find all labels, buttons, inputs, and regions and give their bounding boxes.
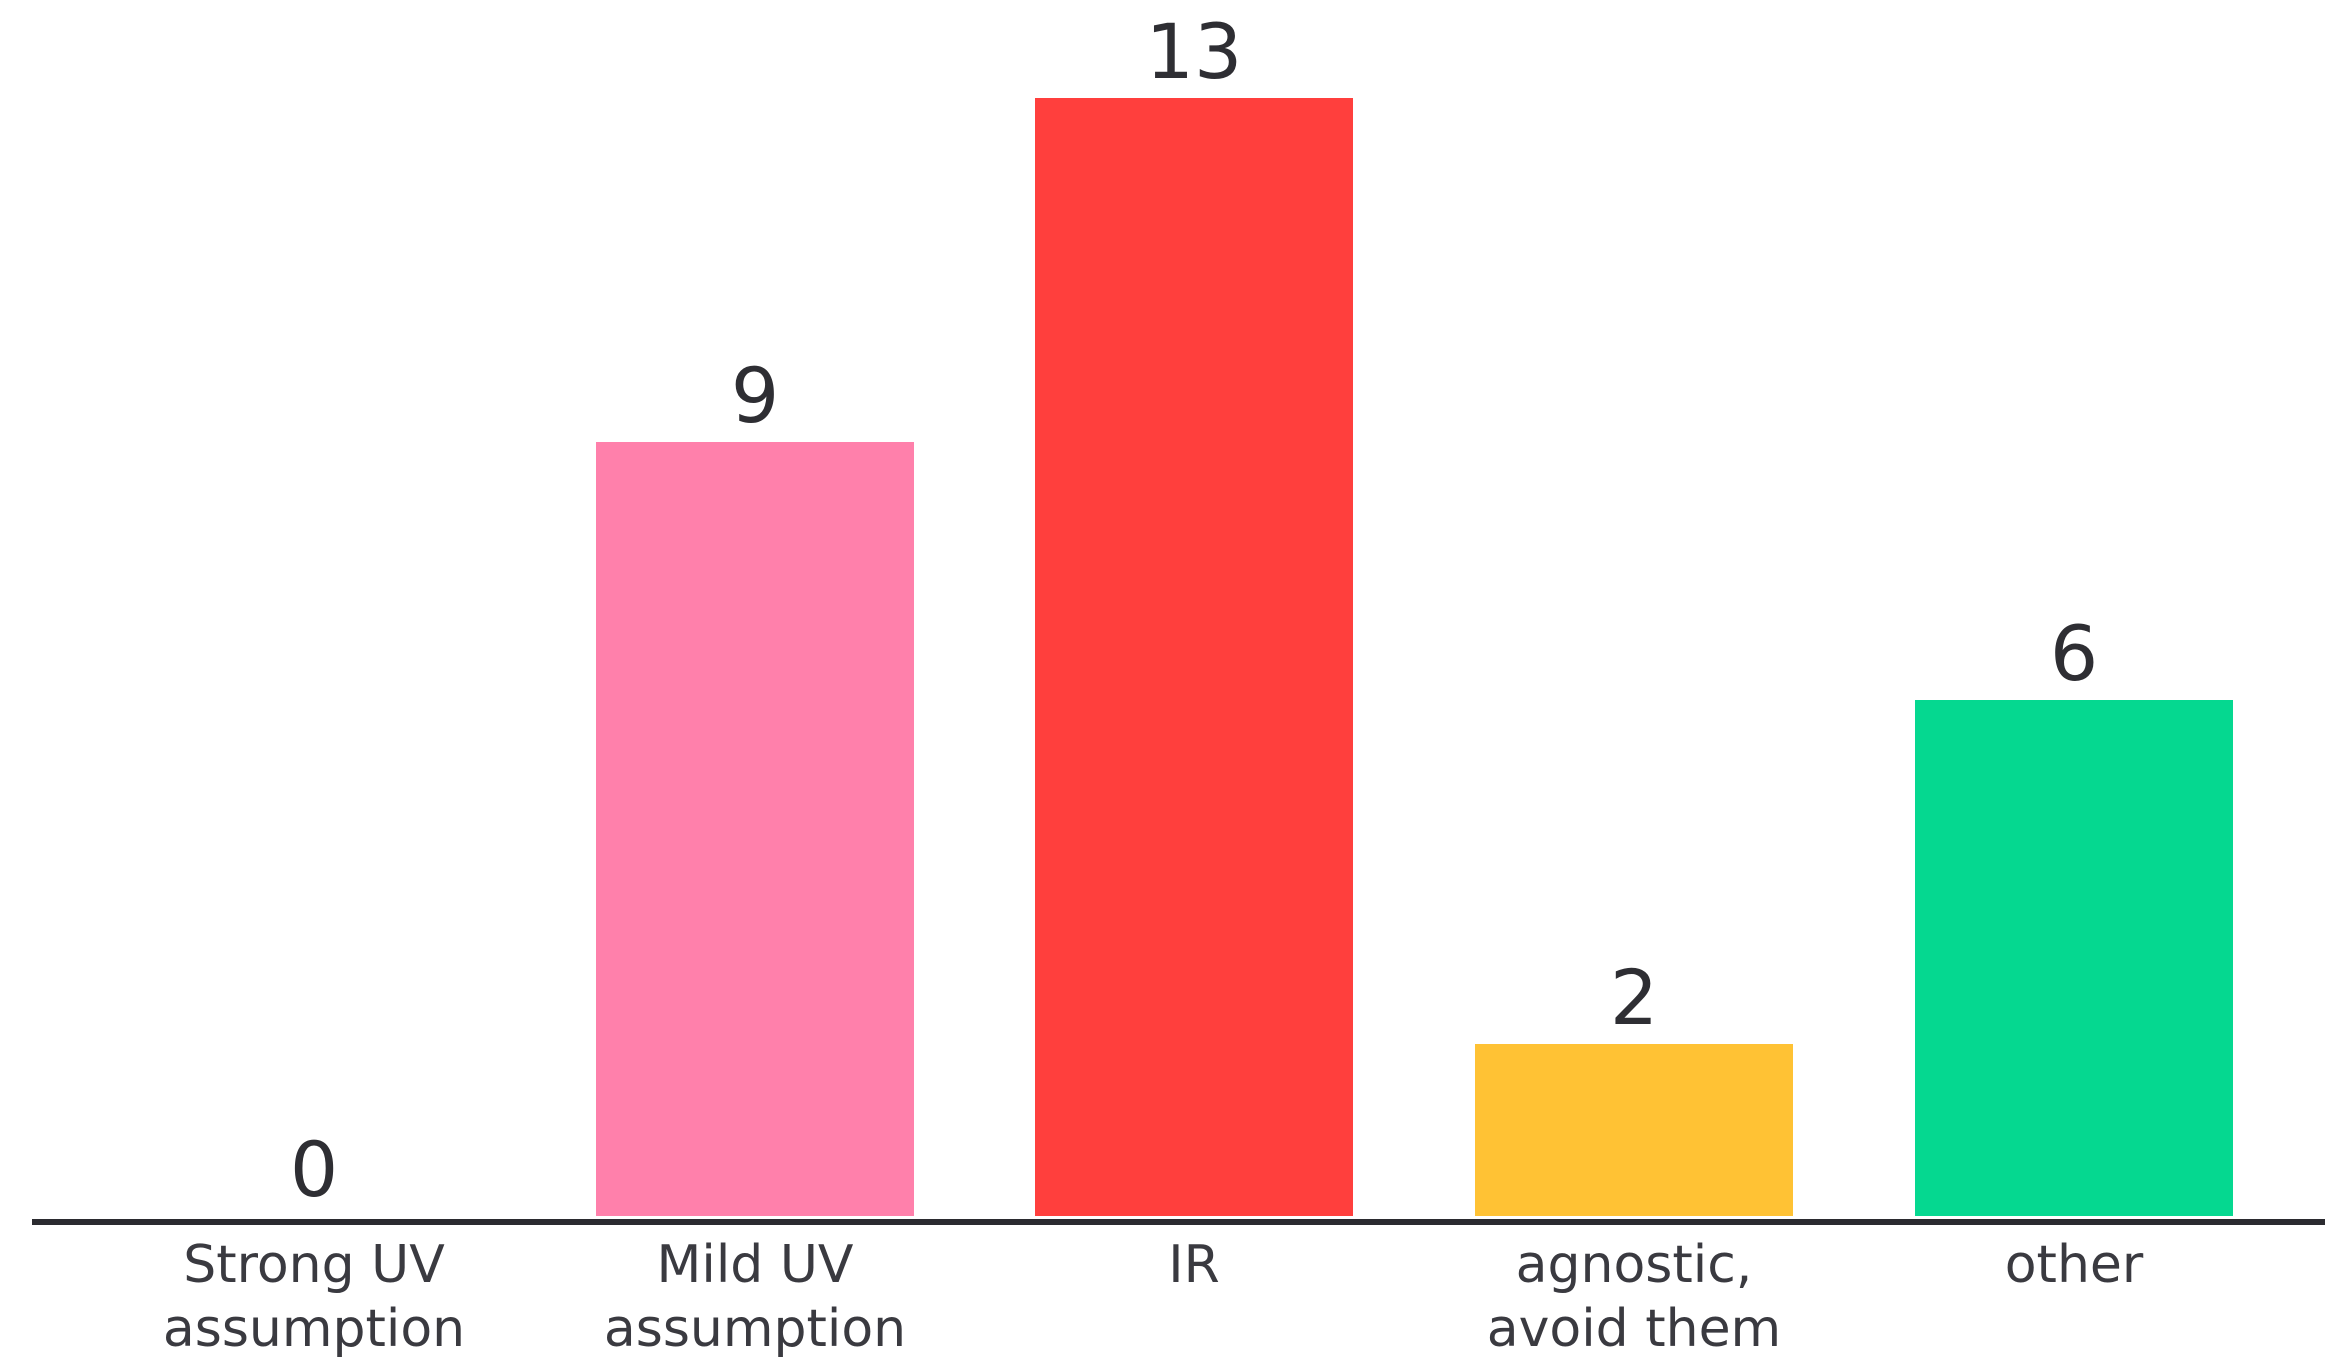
- value-labels-group: 0 9 13 2 6: [290, 7, 2098, 1214]
- value-label-4: 6: [2050, 609, 2098, 698]
- bar-3: [1475, 1044, 1793, 1216]
- bars-group: [596, 98, 2233, 1216]
- category-label-4-line-0: other: [2005, 1235, 2144, 1295]
- value-label-3: 2: [1610, 953, 1658, 1042]
- bar-1: [596, 442, 914, 1216]
- value-label-1: 9: [731, 351, 779, 440]
- bar-2: [1035, 98, 1353, 1216]
- category-label-2-line-0: IR: [1168, 1235, 1219, 1295]
- category-label-1-line-0: Mild UV: [657, 1235, 854, 1295]
- category-label-0-line-1: assumption: [163, 1299, 465, 1359]
- category-label-1-line-1: assumption: [604, 1299, 906, 1359]
- bar-4: [1915, 700, 2233, 1216]
- category-label-3-line-0: agnostic,: [1516, 1235, 1753, 1295]
- value-label-0: 0: [290, 1125, 338, 1214]
- category-label-0-line-0: Strong UV: [183, 1235, 445, 1295]
- value-label-2: 13: [1146, 7, 1243, 96]
- category-label-3-line-1: avoid them: [1487, 1299, 1781, 1359]
